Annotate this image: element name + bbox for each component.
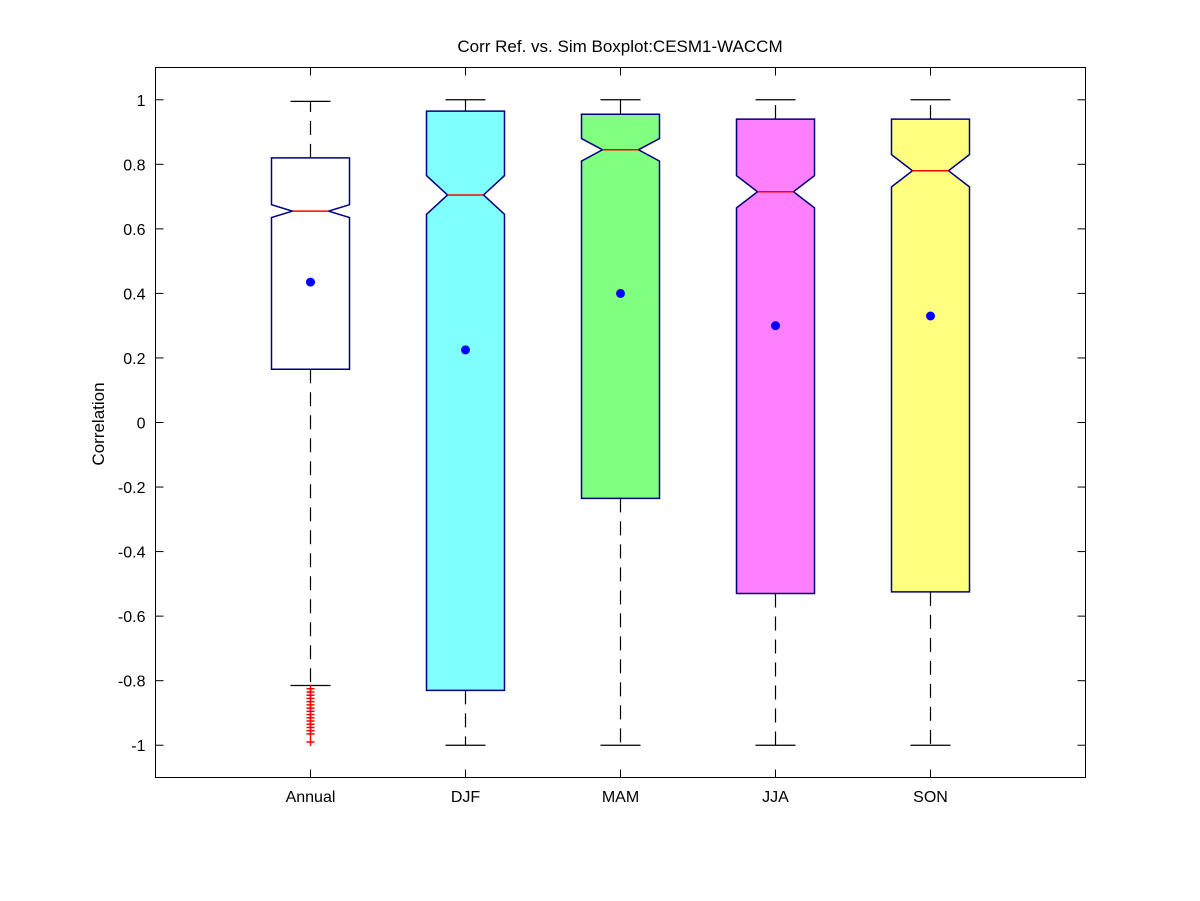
x-tick-label-mam: MAM — [602, 789, 639, 806]
outlier-annual-14 — [306, 729, 315, 738]
box-group-annual — [270, 100, 351, 746]
y-tick-label: -0.6 — [118, 609, 146, 626]
box-annual — [270, 157, 351, 370]
box-jja — [735, 118, 816, 595]
y-tick-label: 0.2 — [123, 351, 145, 368]
x-tick-label-annual: Annual — [286, 789, 336, 806]
plot-area — [270, 99, 971, 746]
mean-marker-annual — [306, 277, 315, 287]
y-tick-label: -1 — [131, 738, 145, 755]
y-tick-label: 0.6 — [123, 222, 145, 239]
y-tick-label: 0.4 — [123, 286, 145, 303]
box-son — [890, 118, 971, 593]
mean-marker-djf — [461, 345, 470, 355]
box-group-mam — [580, 99, 661, 746]
mean-marker-mam — [616, 288, 625, 298]
y-tick-label: 0 — [137, 416, 146, 433]
y-tick-label: -0.4 — [118, 545, 146, 562]
x-tick-label-djf: DJF — [451, 789, 481, 806]
box-group-son — [890, 99, 971, 746]
chart-title: Corr Ref. vs. Sim Boxplot:CESM1-WACCM — [457, 37, 782, 56]
mean-marker-jja — [771, 321, 780, 331]
box-mam — [580, 113, 661, 500]
axes: 1 0.8 0.6 0.4 0.2 0 -0.2 -0.4 -0.6 -0.8 -1 Annual DJ… — [118, 67, 1086, 806]
y-tick-label: -0.8 — [118, 674, 146, 691]
x-tick-label-son: SON — [913, 789, 948, 806]
mean-marker-son — [926, 311, 935, 321]
x-tick-label-jja: JJA — [762, 789, 789, 806]
box-group-jja — [735, 99, 816, 746]
outlier-annual-15 — [306, 738, 315, 746]
y-tick-label: 0.8 — [123, 157, 145, 174]
box-djf — [425, 110, 506, 692]
y-tick-label: 1 — [137, 93, 146, 110]
y-axis-label: Correlation — [89, 382, 108, 465]
y-tick-label: -0.2 — [118, 480, 146, 497]
box-group-djf — [425, 99, 506, 746]
